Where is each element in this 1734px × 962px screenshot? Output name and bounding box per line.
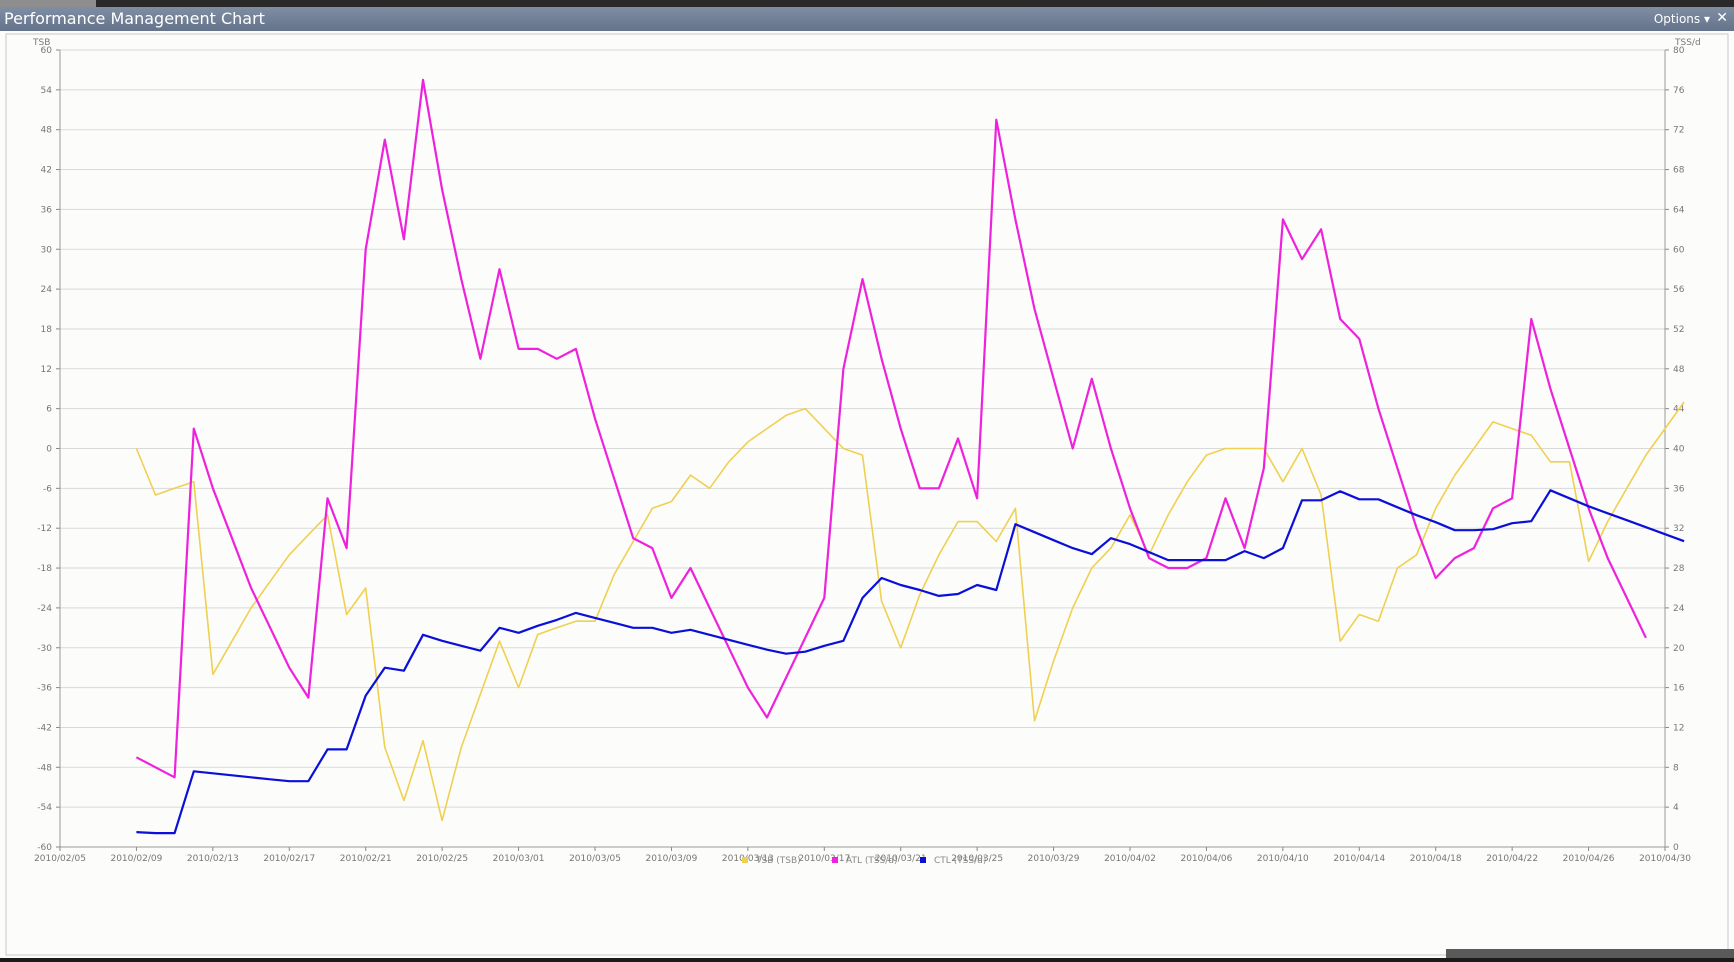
right-tick-label: 80 [1673,46,1685,56]
right-tick-label: 40 [1673,445,1685,455]
right-tick-label: 68 [1673,166,1685,176]
x-tick-label: 2010/03/09 [645,854,697,864]
left-tick-label: 30 [41,245,53,255]
right-tick-label: 28 [1673,564,1685,574]
right-tick-label: 24 [1673,604,1685,614]
x-tick-label: 2010/03/21 [875,854,927,864]
x-tick-label: 2010/02/09 [110,854,162,864]
x-tick-label: 2010/04/10 [1257,854,1309,864]
left-tick-label: -18 [37,564,52,574]
x-tick-label: 2010/04/06 [1180,854,1232,864]
left-tick-label: 60 [41,46,53,56]
top-tab[interactable] [0,0,96,7]
series-line-tsb [135,401,1685,822]
legend-label: ATL (TSS/d) [846,856,898,866]
left-tick-label: 54 [41,86,53,96]
series-line-ctl [136,489,1685,835]
x-tick-label: 2010/04/22 [1486,854,1538,864]
left-tick-label: -54 [37,803,52,813]
right-tick-label: 52 [1673,325,1684,335]
left-tick-label: 36 [41,205,53,215]
series-line-atl [135,78,1647,779]
x-tick-label: 2010/04/02 [1104,854,1156,864]
x-tick-label: 2010/03/05 [569,854,621,864]
x-tick-label: 2010/02/17 [263,854,315,864]
left-tick-label: 42 [41,166,52,176]
right-tick-label: 76 [1673,86,1685,96]
title-bar: Performance Management Chart Options ▾ ✕ [0,7,1734,31]
right-tick-label: 72 [1673,126,1684,136]
right-tick-label: 60 [1673,245,1685,255]
x-tick-label: 2010/03/29 [1028,854,1080,864]
options-button[interactable]: Options ▾ [1653,12,1710,26]
right-tick-label: 36 [1673,484,1685,494]
chart-window: Performance Management Chart Options ▾ ✕… [0,7,1734,958]
x-tick-label: 2010/03/01 [493,854,545,864]
left-tick-label: -36 [37,684,52,694]
legend-label: TSB (TSB) [755,856,801,866]
x-tick-label: 2010/02/25 [416,854,468,864]
left-tick-label: 24 [41,285,53,295]
right-tick-label: 48 [1673,365,1685,375]
left-tick-label: 48 [41,126,53,136]
right-tick-label: 32 [1673,524,1684,534]
status-bar [1446,949,1734,958]
top-strip [0,0,1734,7]
left-tick-label: 0 [46,445,52,455]
right-axis-title: TSS/d [1674,38,1701,48]
chart-area: -60 -54 -48 -42 -36 -30 -24 -18 -12 -6 0 6 12 18 24 30 3… [0,31,1734,958]
left-tick-label: -6 [43,484,52,494]
left-tick-label: -24 [37,604,52,614]
x-tick-label: 2010/02/21 [340,854,392,864]
right-tick-label: 8 [1673,763,1679,773]
right-tick-label: 12 [1673,723,1684,733]
legend-swatch [832,857,838,863]
x-tick-label: 2010/03/25 [951,854,1003,864]
x-tick-label: 2010/04/26 [1563,854,1615,864]
legend-swatch [742,857,748,863]
performance-chart: -60-54-48-42-36-30-24-18-12-606121824303… [5,33,1729,956]
left-tick-label: 18 [41,325,53,335]
right-tick-label: 4 [1673,803,1679,813]
right-tick-label: 56 [1673,285,1685,295]
x-tick-label: 2010/04/30 [1639,854,1691,864]
left-tick-label: -12 [37,524,52,534]
x-tick-label: 2010/02/13 [187,854,239,864]
right-tick-label: 64 [1673,205,1685,215]
legend-swatch [920,857,926,863]
x-tick-label: 2010/02/05 [34,854,86,864]
x-tick-label: 2010/03/17 [798,854,850,864]
x-tick-label: 2010/04/14 [1333,854,1385,864]
left-tick-label: 6 [46,405,52,415]
x-tick-label: 2010/04/18 [1410,854,1462,864]
left-tick-label: -42 [37,723,52,733]
close-icon[interactable]: ✕ [1716,10,1728,26]
right-tick-label: 16 [1673,684,1685,694]
chart-frame [5,33,1729,956]
left-tick-label: -60 [37,843,52,853]
left-axis-title: TSB [32,38,50,48]
right-tick-label: 0 [1673,843,1679,853]
right-tick-label: 20 [1673,644,1685,654]
left-tick-label: -30 [37,644,52,654]
window-title: Performance Management Chart [4,9,265,28]
left-tick-label: 12 [41,365,52,375]
legend-label: CTL (TSS/d) [934,856,986,866]
left-tick-label: -48 [37,763,52,773]
